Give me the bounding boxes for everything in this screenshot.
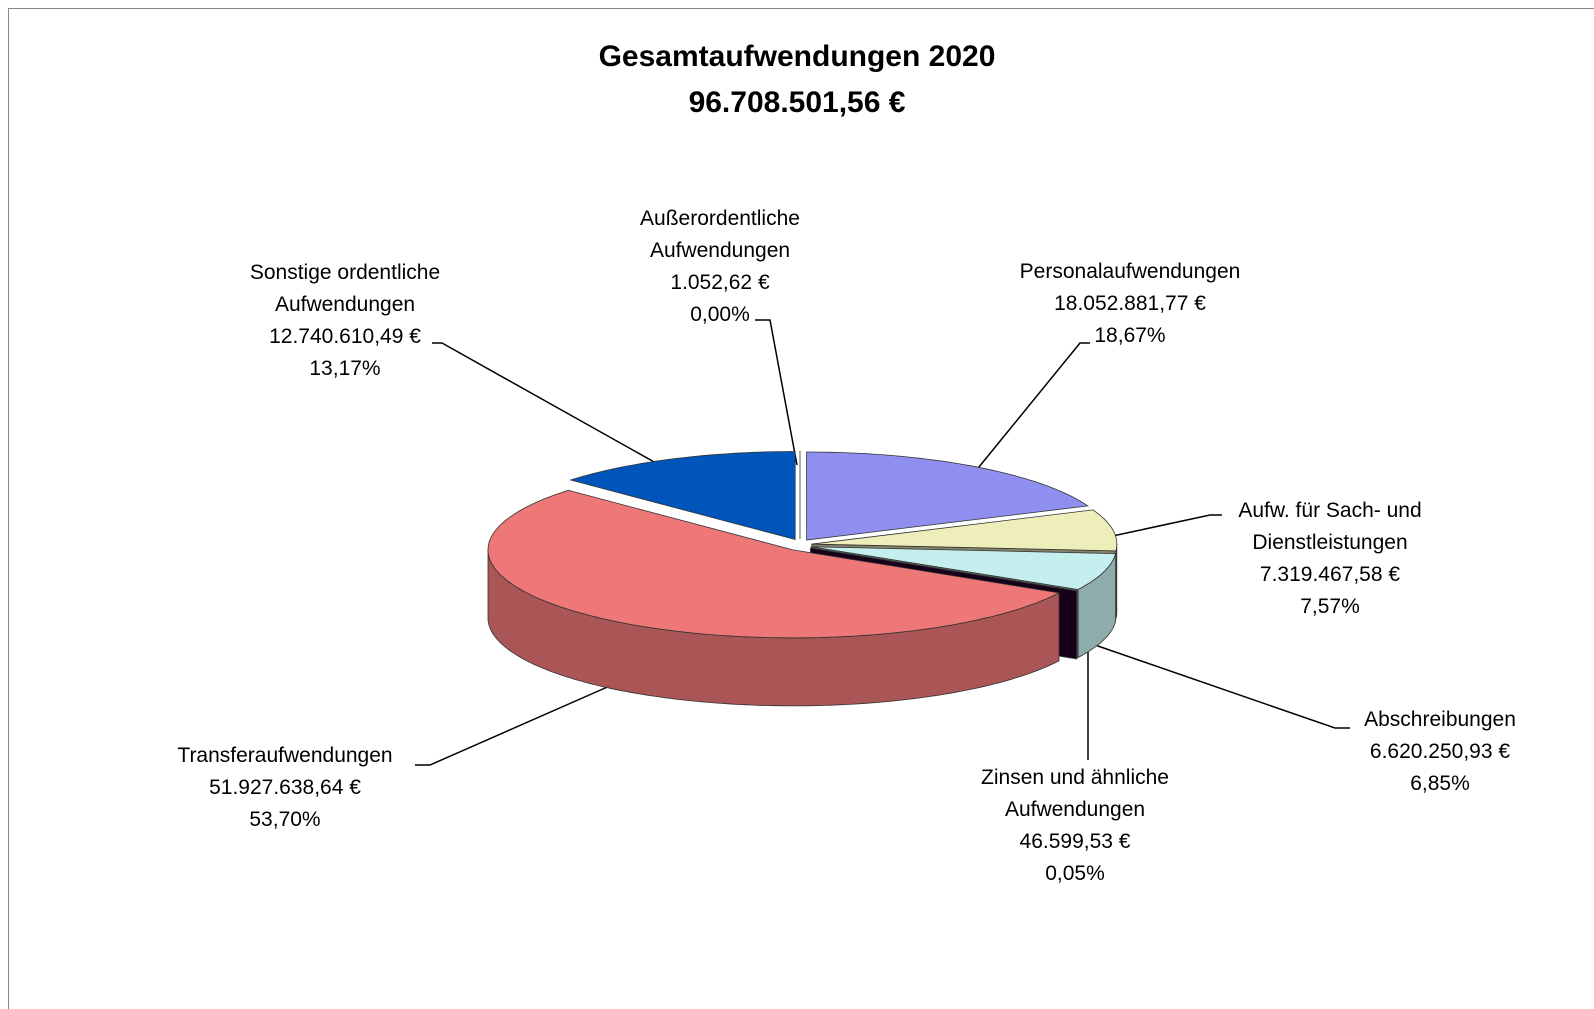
slice <box>806 451 1089 541</box>
percent-label: 0,00% <box>690 303 750 326</box>
percent-label: 0,05% <box>1045 862 1105 885</box>
percent-label: 18,67% <box>1094 324 1166 347</box>
leader-line <box>755 319 798 466</box>
category-label: Zinsen und ähnliche Aufwendungen <box>981 766 1169 821</box>
value-label: 18.052.881,77 € <box>1054 292 1206 315</box>
slice-label: Transferaufwendungen 51.927.638,64 € 53,70… <box>145 740 425 836</box>
category-label: Sonstige ordentliche Aufwendungen <box>249 261 441 316</box>
value-label: 12.740.610,49 € <box>269 325 421 348</box>
category-label: Personalaufwendungen <box>1019 260 1241 283</box>
percent-label: 53,70% <box>249 808 321 831</box>
percent-label: 6,85% <box>1410 772 1470 795</box>
value-label: 1.052,62 € <box>670 271 770 294</box>
value-label: 51.927.638,64 € <box>209 776 361 799</box>
slice <box>487 489 1061 639</box>
slice-label: Personalaufwendungen 18.052.881,77 € 18,67… <box>980 256 1280 352</box>
slice <box>569 451 796 541</box>
leader-line <box>969 342 1090 479</box>
slice-label: Abschreibungen 6.620.250,93 € 6,85% <box>1330 704 1550 800</box>
slice-label: Außerordentliche Aufwendungen 1.052,62 € 0… <box>610 203 830 331</box>
slice-label: Sonstige ordentliche Aufwendungen 12.740.… <box>215 257 475 385</box>
value-label: 46.599,53 € <box>1019 830 1131 853</box>
leader-line <box>432 342 673 473</box>
leader-lines <box>415 319 1350 766</box>
slice <box>810 547 1079 592</box>
category-label: Transferaufwendungen <box>177 744 393 767</box>
slice-label: Zinsen und ähnliche Aufwendungen 46.599,5… <box>955 762 1195 890</box>
slice-label: Aufw. für Sach- und Dienstleistungen 7.31… <box>1210 495 1450 623</box>
chart-title: Gesamtaufwendungen 2020 <box>598 40 996 73</box>
slice-tops <box>487 451 1118 639</box>
category-label: Abschreibungen <box>1364 708 1516 731</box>
chart-subtitle: 96.708.501,56 € <box>688 86 906 119</box>
category-label: Aufw. für Sach- und Dienstleistungen <box>1238 499 1422 554</box>
value-label: 6.620.250,93 € <box>1369 740 1511 763</box>
leader-line <box>1107 514 1222 538</box>
leader-line <box>1094 644 1350 729</box>
percent-label: 13,17% <box>309 357 381 380</box>
slice <box>811 509 1118 552</box>
value-label: 7.319.467,58 € <box>1259 563 1401 586</box>
leader-line <box>415 684 613 766</box>
slice <box>811 546 1117 590</box>
category-label: Außerordentliche Aufwendungen <box>640 207 800 262</box>
chart-frame <box>8 8 1594 1009</box>
percent-label: 7,57% <box>1300 595 1360 618</box>
